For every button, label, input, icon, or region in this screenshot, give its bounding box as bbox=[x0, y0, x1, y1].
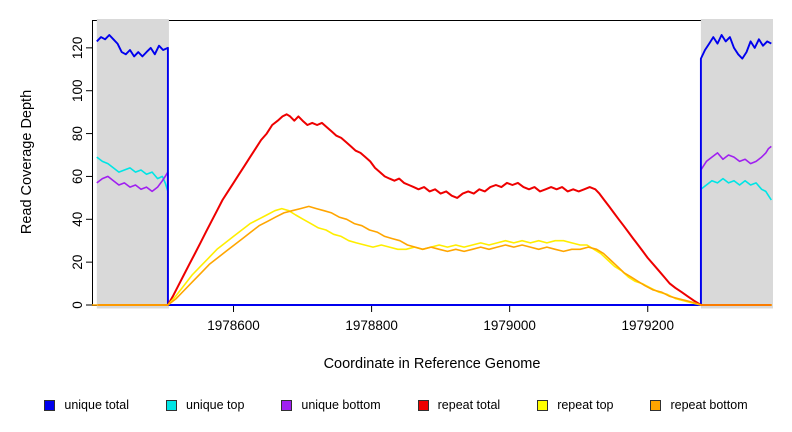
legend: unique total unique top unique bottom repea… bbox=[0, 398, 792, 412]
legend-label: repeat total bbox=[437, 398, 501, 412]
y-tick-label: 40 bbox=[70, 212, 85, 227]
y-tick-label: 120 bbox=[70, 37, 85, 60]
legend-swatch-icon bbox=[650, 399, 662, 411]
legend-item-unique-bottom: unique bottom bbox=[281, 398, 381, 412]
x-tick-label: 1978600 bbox=[207, 318, 260, 333]
legend-swatch-icon bbox=[281, 399, 293, 411]
series-line-unique-total bbox=[96, 34, 772, 306]
legend-item-unique-total: unique total bbox=[44, 398, 129, 412]
legend-swatch-icon bbox=[44, 399, 56, 411]
shaded-region-right bbox=[700, 19, 773, 309]
y-tick-label: 20 bbox=[70, 255, 85, 270]
series-line-repeat-bottom bbox=[92, 205, 772, 306]
y-tick-label: 60 bbox=[70, 169, 85, 184]
plot-canvas: 1978600 1978800 1979000 1979200 0 20 40 60 80 100… bbox=[70, 19, 773, 333]
x-tick-label: 1979200 bbox=[621, 318, 674, 333]
x-axis-title: Coordinate in Reference Genome bbox=[323, 356, 541, 372]
legend-label: unique total bbox=[64, 398, 130, 412]
x-tick-label: 1978800 bbox=[345, 318, 398, 333]
legend-item-repeat-bottom: repeat bottom bbox=[650, 398, 748, 412]
y-tick-label: 100 bbox=[70, 79, 85, 102]
y-tick-label: 80 bbox=[70, 126, 85, 141]
legend-swatch-icon bbox=[537, 399, 549, 411]
y-axis-title: Read Coverage Depth bbox=[19, 89, 35, 235]
legend-label: repeat bottom bbox=[670, 398, 748, 412]
series-line-repeat-total bbox=[98, 113, 772, 306]
legend-swatch-icon bbox=[417, 399, 429, 411]
series-line-repeat-top bbox=[98, 207, 702, 306]
legend-label: unique top bbox=[186, 398, 245, 412]
series-line-unique-bottom bbox=[96, 145, 772, 306]
x-tick-label: 1979000 bbox=[483, 318, 536, 333]
legend-item-unique-top: unique top bbox=[166, 398, 244, 412]
legend-item-repeat-top: repeat top bbox=[537, 398, 613, 412]
legend-swatch-icon bbox=[166, 399, 178, 411]
legend-label: repeat top bbox=[557, 398, 614, 412]
y-tick-label: 0 bbox=[70, 301, 85, 309]
legend-label: unique bottom bbox=[301, 398, 381, 412]
legend-item-repeat-total: repeat total bbox=[417, 398, 501, 412]
